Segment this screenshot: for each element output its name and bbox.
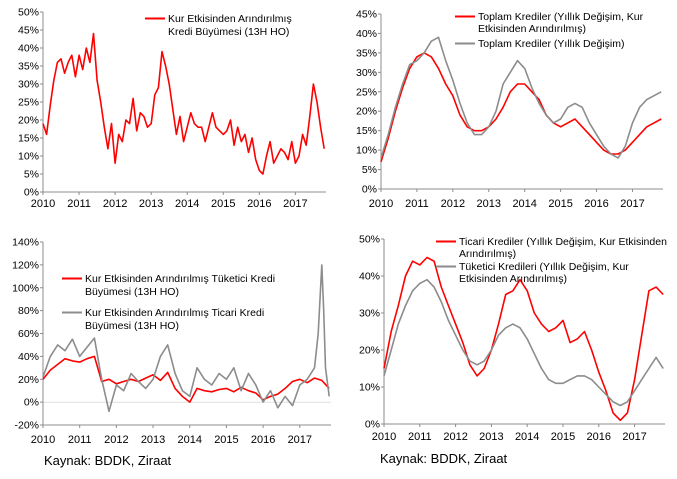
x-tick-label: 2013 xyxy=(479,431,503,443)
legend-label: Kur Etkisinden Arındırılmış xyxy=(168,13,292,25)
legend-label: Tüketici Kredileri (Yıllık Değişim, Kur xyxy=(459,261,629,273)
x-tick-label: 2014 xyxy=(178,434,202,446)
x-tick-label: 2015 xyxy=(211,198,235,210)
y-tick-label: 40% xyxy=(18,43,39,55)
x-tick-label: 2011 xyxy=(405,198,429,210)
y-tick-label: 140% xyxy=(12,237,39,249)
chart-consumer-commercial-13h: -20% 0% 20% 40% 60% 80% 100% 120% 140% 2010 2011 20… xyxy=(12,237,331,446)
source-note-left: Kaynak: BDDK, Ziraat xyxy=(44,453,172,468)
x-tick-label: 2010 xyxy=(31,198,55,210)
y-tick-label: 25% xyxy=(18,97,39,109)
y-tick-label: 30% xyxy=(356,67,377,79)
legend-label: Büyümesi (13H HO) xyxy=(85,286,179,298)
chart-commercial-consumer-annual: 0% 10% 20% 30% 40% 50% 2010 2011 2012 2013 2014 201… xyxy=(359,234,667,444)
x-tick-label: 2017 xyxy=(622,431,646,443)
y-tick-label: 25% xyxy=(356,86,377,98)
x-tick-label: 2010 xyxy=(372,431,396,443)
x-tick-label: 2015 xyxy=(551,431,575,443)
y-tick-label: 20% xyxy=(18,374,39,386)
y-tick-label: 120% xyxy=(12,259,39,271)
legend-label: Toplam Krediler (Yıllık Değişim) xyxy=(478,38,624,50)
series-line-0 xyxy=(42,355,330,403)
y-tick-label: 30% xyxy=(359,308,380,320)
x-tick-label: 2013 xyxy=(141,434,165,446)
y-tick-label: 40% xyxy=(359,271,380,283)
y-tick-label: 50% xyxy=(359,234,380,246)
series-line-1 xyxy=(383,278,664,407)
x-tick-label: 2016 xyxy=(247,198,271,210)
y-tick-label: 40% xyxy=(356,28,377,40)
x-tick-label: 2011 xyxy=(68,434,92,446)
y-tick-label: 35% xyxy=(356,47,377,59)
y-tick-label: 10% xyxy=(18,151,39,163)
y-tick-label: 5% xyxy=(362,164,377,176)
x-tick-label: 2017 xyxy=(283,198,307,210)
y-tick-label: 5% xyxy=(24,169,39,181)
x-tick-label: 2017 xyxy=(288,434,312,446)
legend-label: Büyümesi (13H HO) xyxy=(85,320,179,332)
y-tick-label: 15% xyxy=(356,125,377,137)
legend-label: Toplam Krediler (Yıllık Değişim, Kur xyxy=(478,11,644,23)
x-tick-label: 2012 xyxy=(443,431,467,443)
y-tick-label: 80% xyxy=(18,305,39,317)
x-tick-label: 2014 xyxy=(512,198,536,210)
y-tick-label: 20% xyxy=(18,115,39,127)
x-tick-label: 2017 xyxy=(620,198,644,210)
y-tick-label: 0% xyxy=(24,397,39,409)
y-tick-label: 45% xyxy=(356,9,377,21)
series-line-1 xyxy=(380,36,662,159)
x-tick-label: 2013 xyxy=(477,198,501,210)
y-tick-label: -20% xyxy=(14,420,39,432)
y-tick-label: 20% xyxy=(356,106,377,118)
y-tick-label: 45% xyxy=(18,25,39,37)
y-tick-label: 10% xyxy=(356,145,377,157)
chart-credit-growth-13h: 0% 5% 10% 15% 20% 25% 30% 35% 40% 45% 50% 2010 2011 2… xyxy=(18,7,326,210)
source-note-right: Kaynak: BDDK, Ziraat xyxy=(380,451,508,466)
legend-label: Kredi Büyümesi (13H HO) xyxy=(168,26,289,38)
y-tick-label: 0% xyxy=(365,419,380,431)
x-tick-label: 2010 xyxy=(31,434,55,446)
x-tick-label: 2011 xyxy=(408,431,432,443)
legend-label: Arındırılmış) xyxy=(459,248,516,260)
legend-label: Etkisinden Arındırılmış) xyxy=(478,23,586,35)
y-tick-label: 35% xyxy=(18,61,39,73)
legend-label: Kur Etkisinden Arındırılmış Tüketici Kre… xyxy=(85,273,275,285)
x-tick-label: 2012 xyxy=(103,198,127,210)
x-tick-label: 2010 xyxy=(369,198,393,210)
legend-label: Ticari Krediler (Yıllık Değişim, Kur Etk… xyxy=(459,236,667,248)
y-tick-label: 0% xyxy=(24,187,39,199)
y-tick-label: 30% xyxy=(18,79,39,91)
y-tick-label: 40% xyxy=(18,351,39,363)
series-line-0 xyxy=(380,52,662,163)
x-tick-label: 2015 xyxy=(214,434,238,446)
chart-total-credit-growth: 0% 5% 10% 15% 20% 25% 30% 35% 40% 45% 2010 2011 2012… xyxy=(356,9,663,210)
legend-label: Kur Etkisinden Arındırılmış Ticari Kredi xyxy=(85,307,264,319)
x-tick-label: 2012 xyxy=(104,434,128,446)
series-line-0 xyxy=(42,32,325,175)
legend-label: Etkisinden Arındırılmış) xyxy=(459,273,567,285)
y-tick-label: 20% xyxy=(359,345,380,357)
x-tick-label: 2016 xyxy=(587,431,611,443)
y-tick-label: 15% xyxy=(18,133,39,145)
x-tick-label: 2014 xyxy=(175,198,199,210)
x-tick-label: 2012 xyxy=(441,198,465,210)
x-tick-label: 2016 xyxy=(584,198,608,210)
y-tick-label: 60% xyxy=(18,328,39,340)
y-tick-label: 50% xyxy=(18,7,39,19)
x-tick-label: 2011 xyxy=(67,198,91,210)
y-tick-label: 0% xyxy=(362,184,377,196)
series-line-1 xyxy=(42,264,330,413)
y-tick-label: 10% xyxy=(359,382,380,394)
x-tick-label: 2015 xyxy=(548,198,572,210)
x-tick-label: 2014 xyxy=(515,431,539,443)
x-tick-label: 2016 xyxy=(251,434,275,446)
x-tick-label: 2013 xyxy=(139,198,163,210)
y-tick-label: 100% xyxy=(12,282,39,294)
series-line-0 xyxy=(383,256,664,422)
